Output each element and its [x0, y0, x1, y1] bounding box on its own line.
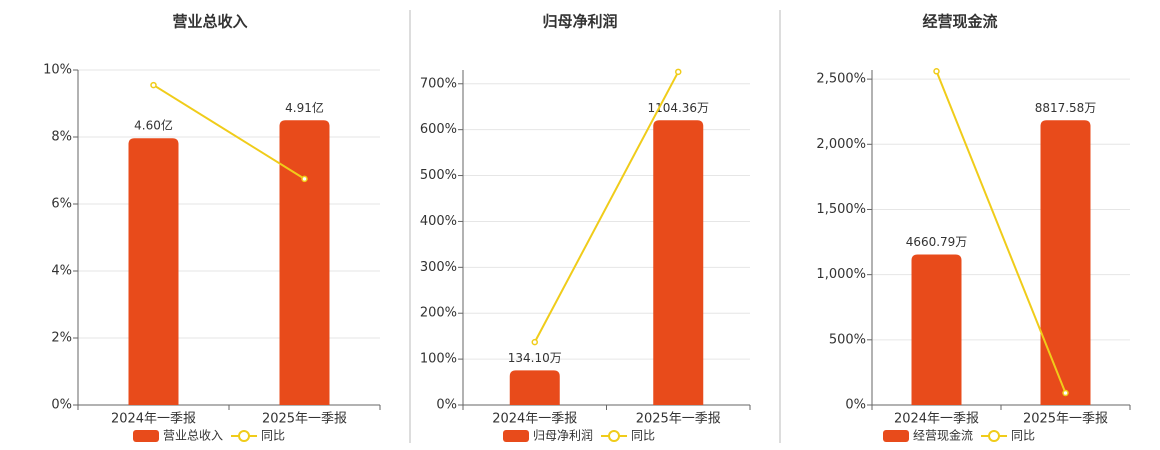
chart-title: 归母净利润: [542, 13, 617, 31]
bar-value-label: 1104.36万: [647, 101, 709, 115]
bar: [1040, 120, 1091, 405]
line-point: [675, 68, 682, 76]
y-tick-label: 0%: [845, 398, 866, 413]
line-point: [531, 338, 538, 346]
bar-value-label: 8817.58万: [1035, 101, 1097, 115]
line-point: [1062, 389, 1069, 397]
line: [152, 84, 306, 180]
x-tick-label: 2024年一季报: [894, 412, 979, 427]
y-tick-label: 400%: [420, 214, 457, 229]
y-tick-label: 4%: [51, 264, 72, 279]
bar-value-label: 4660.79万: [906, 235, 968, 249]
y-tick-label: 0%: [51, 398, 72, 413]
y-tick-label: 600%: [420, 122, 457, 137]
line: [935, 70, 1067, 394]
bar: [509, 370, 560, 405]
y-tick-label: 6%: [51, 197, 72, 212]
x-tick-label: 2025年一季报: [262, 412, 347, 427]
legend-label: 营业总收入: [163, 429, 223, 443]
y-tick-label: 700%: [420, 76, 457, 91]
legend-swatch: [883, 430, 909, 442]
bar-value-label: 4.60亿: [134, 118, 173, 133]
x-tick-label: 2024年一季报: [492, 412, 577, 427]
y-tick-label: 2,000%: [816, 137, 866, 152]
legend-label: 经营现金流: [913, 428, 973, 443]
legend-label: 同比: [1011, 429, 1035, 443]
line: [533, 71, 680, 343]
legend-label: 同比: [631, 429, 655, 443]
line-point: [301, 175, 308, 183]
legend-swatch: [133, 430, 159, 442]
y-tick-label: 10%: [43, 63, 72, 78]
y-tick-label: 8%: [51, 130, 72, 145]
line-point: [933, 68, 940, 75]
chart-title: 经营现金流: [922, 13, 997, 31]
x-tick-label: 2025年一季报: [1023, 412, 1108, 427]
legend-label: 归母净利润: [533, 429, 593, 443]
y-tick-label: 200%: [420, 306, 457, 321]
y-tick-label: 1,000%: [816, 267, 866, 282]
bar: [653, 120, 704, 405]
legend-marker: [608, 430, 621, 442]
y-tick-label: 500%: [829, 332, 866, 347]
y-tick-label: 500%: [420, 168, 457, 183]
y-tick-label: 2,500%: [816, 72, 866, 87]
legend-label: 同比: [261, 429, 285, 443]
bar: [911, 254, 962, 405]
y-tick-label: 1,500%: [816, 202, 866, 217]
chart-title: 营业总收入: [172, 13, 247, 31]
bar-value-label: 134.10万: [508, 351, 562, 365]
legend-marker: [988, 430, 1001, 442]
x-tick-label: 2025年一季报: [636, 412, 721, 427]
bar: [279, 120, 330, 405]
line-point: [150, 81, 157, 89]
y-tick-label: 2%: [51, 331, 72, 346]
y-tick-label: 0%: [436, 398, 457, 413]
bar-value-label: 4.91亿: [285, 100, 324, 115]
y-tick-label: 100%: [420, 352, 457, 367]
y-tick-label: 300%: [420, 260, 457, 275]
bar: [128, 138, 179, 406]
legend-marker: [238, 430, 251, 442]
legend-swatch: [503, 430, 529, 442]
x-tick-label: 2024年一季报: [111, 412, 196, 427]
